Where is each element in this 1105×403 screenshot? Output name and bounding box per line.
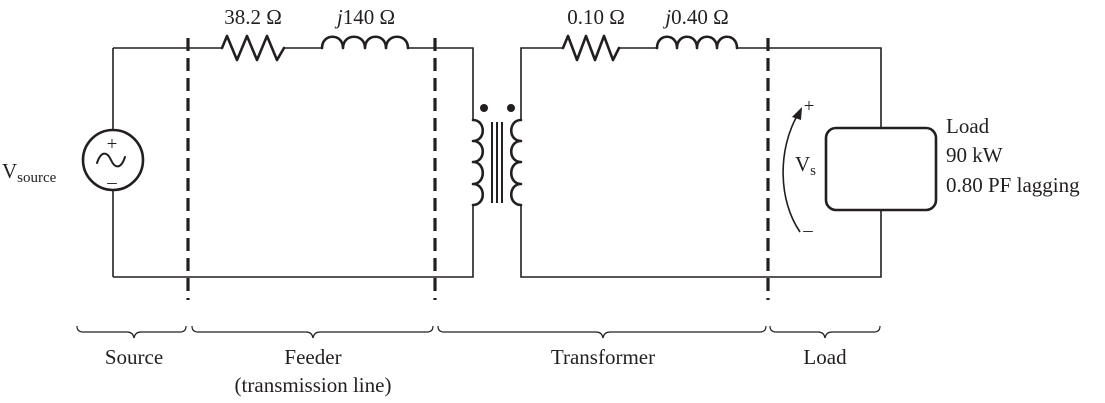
primary-winding bbox=[471, 118, 485, 207]
xfmr-left-top-wire bbox=[520, 47, 563, 120]
section-label-source: Source bbox=[105, 345, 163, 369]
feeder-right-wire bbox=[408, 47, 474, 120]
brace-load bbox=[769, 325, 881, 339]
load-power-factor: 0.80 PF lagging bbox=[946, 173, 1080, 197]
load-voltage-subscript: s bbox=[810, 163, 816, 179]
source-minus-sign: – bbox=[106, 172, 117, 193]
load-voltage-arrow bbox=[782, 107, 802, 233]
load-power: 90 kW bbox=[946, 143, 1003, 167]
feeder-resistance-label: 38.2 Ω bbox=[224, 5, 282, 29]
section-boundaries bbox=[186, 38, 770, 300]
primary-polarity-dot bbox=[480, 104, 488, 112]
section-label-load: Load bbox=[803, 345, 847, 369]
circuit-wires bbox=[112, 47, 882, 278]
load-title: Load bbox=[946, 114, 990, 138]
source-circle bbox=[81, 128, 145, 192]
secondary-winding bbox=[509, 118, 523, 207]
load-plus-sign: + bbox=[804, 96, 815, 117]
source-plus-sign: + bbox=[107, 134, 118, 155]
section-label-feeder: Feeder bbox=[284, 345, 341, 369]
feeder-resistor bbox=[220, 34, 286, 62]
brace-source bbox=[76, 325, 187, 339]
transformer-resistor bbox=[561, 34, 621, 62]
source-voltage-symbol: V bbox=[2, 159, 17, 183]
source-voltage-label: Vsource bbox=[2, 159, 57, 186]
transformer-resistance-label: 0.10 Ω bbox=[567, 5, 625, 29]
source-voltage-subscript: source bbox=[17, 170, 56, 186]
brace-transformer bbox=[437, 325, 767, 339]
transformer-reactance-label: j0.40 Ω bbox=[662, 5, 728, 29]
load-box bbox=[824, 126, 938, 212]
sine-wave-icon bbox=[96, 152, 126, 168]
section-label-feeder-subtitle: (transmission line) bbox=[235, 373, 392, 397]
load-voltage-label: Vs bbox=[795, 152, 816, 179]
section-braces bbox=[76, 325, 881, 339]
right-top-wire bbox=[737, 47, 882, 128]
ac-source: + – bbox=[81, 128, 145, 193]
transformer-symbol bbox=[471, 104, 523, 207]
transformer-inductor bbox=[655, 35, 739, 50]
secondary-polarity-dot bbox=[507, 104, 515, 112]
feeder-reactance-label: j140 Ω bbox=[334, 5, 395, 29]
section-label-transformer: Transformer bbox=[551, 345, 655, 369]
right-bottom-wire bbox=[520, 205, 882, 278]
load-minus-sign: – bbox=[802, 220, 813, 241]
load-voltage-symbol: V bbox=[795, 152, 810, 176]
brace-feeder bbox=[191, 325, 434, 339]
left-bottom-wire bbox=[113, 205, 474, 278]
feeder-inductor bbox=[320, 35, 410, 50]
